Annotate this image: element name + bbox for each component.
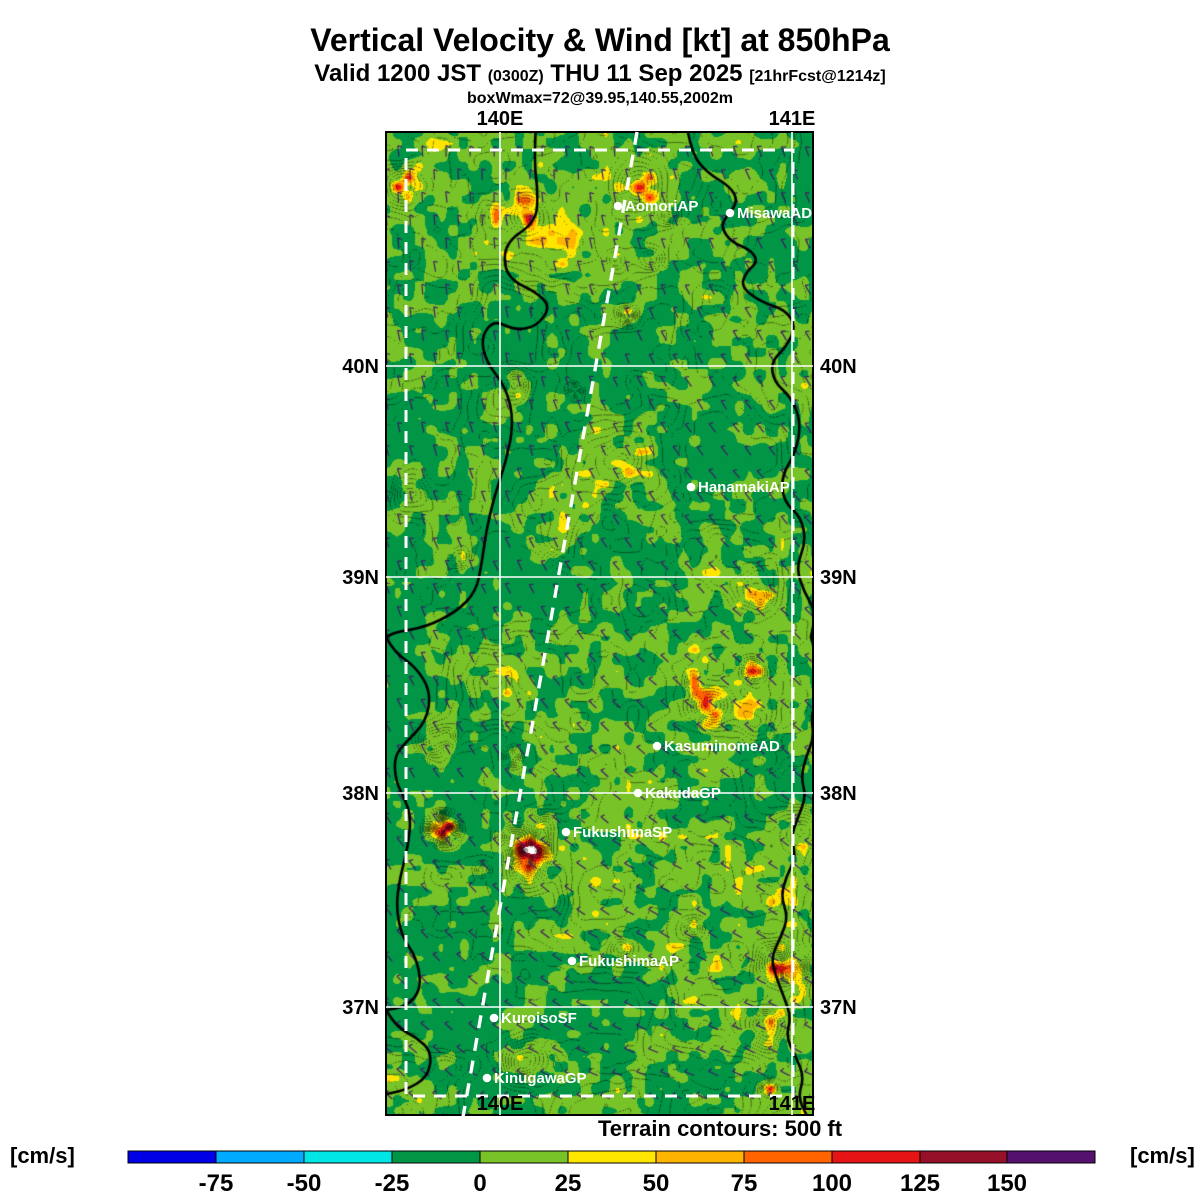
svg-text:40N: 40N (342, 356, 379, 378)
svg-text:40N: 40N (820, 356, 857, 378)
svg-text:37N: 37N (342, 997, 379, 1019)
svg-text:[cm/s]: [cm/s] (1130, 1143, 1195, 1168)
svg-text:140E: 140E (477, 108, 524, 130)
svg-text:38N: 38N (342, 783, 379, 805)
svg-text:-50: -50 (287, 1170, 322, 1197)
svg-text:38N: 38N (820, 783, 857, 805)
svg-text:39N: 39N (342, 567, 379, 589)
svg-text:39N: 39N (820, 567, 857, 589)
svg-text:75: 75 (731, 1170, 758, 1197)
svg-text:-25: -25 (375, 1170, 410, 1197)
svg-text:[cm/s]: [cm/s] (10, 1143, 75, 1168)
svg-text:0: 0 (473, 1170, 486, 1197)
svg-text:100: 100 (812, 1170, 852, 1197)
svg-text:150: 150 (987, 1170, 1027, 1197)
svg-text:141E: 141E (769, 108, 816, 130)
svg-text:-75: -75 (199, 1170, 234, 1197)
svg-text:25: 25 (555, 1170, 582, 1197)
svg-text:50: 50 (643, 1170, 670, 1197)
svg-text:37N: 37N (820, 997, 857, 1019)
svg-text:125: 125 (900, 1170, 940, 1197)
